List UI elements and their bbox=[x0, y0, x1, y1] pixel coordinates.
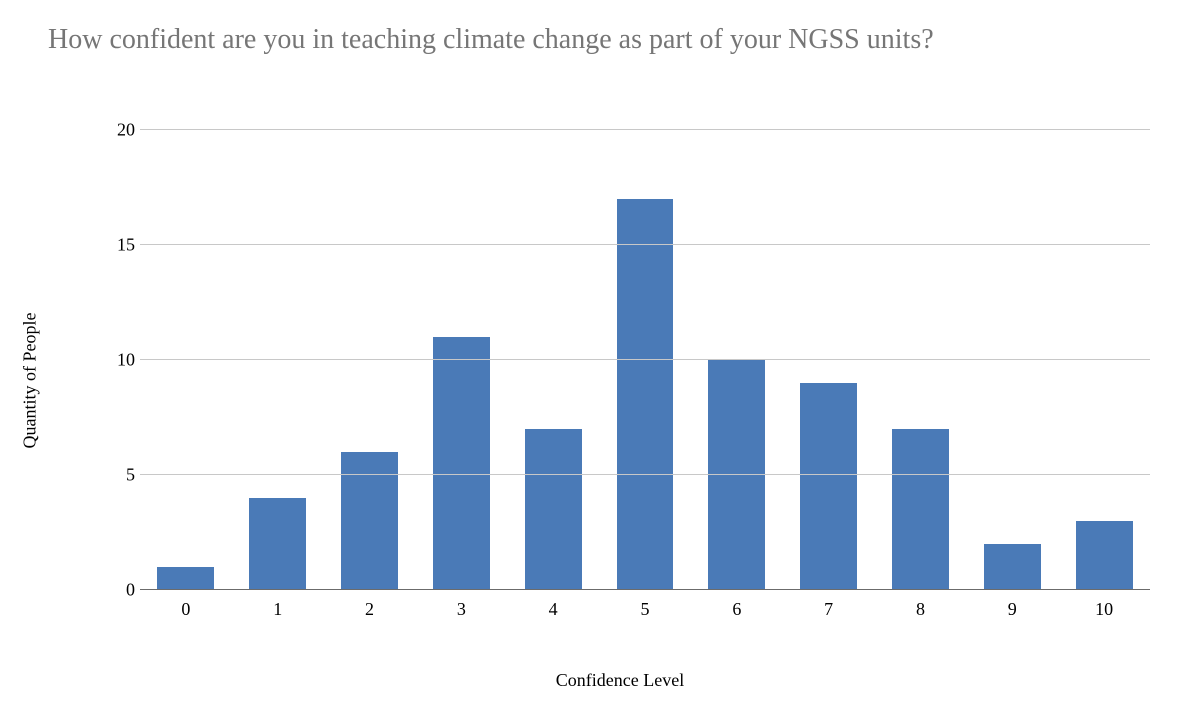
x-axis-baseline bbox=[140, 589, 1150, 590]
bars-group bbox=[140, 130, 1150, 590]
grid-line bbox=[140, 244, 1150, 245]
chart-title-text: How confident are you in teaching climat… bbox=[48, 24, 934, 55]
bar bbox=[249, 498, 306, 590]
bar bbox=[525, 429, 582, 590]
grid-line bbox=[140, 474, 1150, 475]
bar bbox=[341, 452, 398, 590]
bar bbox=[433, 337, 490, 590]
x-tick-label: 1 bbox=[273, 599, 282, 620]
x-tick-label: 9 bbox=[1008, 599, 1017, 620]
x-tick-label: 5 bbox=[641, 599, 650, 620]
bar bbox=[800, 383, 857, 590]
bar bbox=[984, 544, 1041, 590]
bar bbox=[157, 567, 214, 590]
x-tick-label: 2 bbox=[365, 599, 374, 620]
grid-line bbox=[140, 359, 1150, 360]
chart-title: How confident are you in teaching climat… bbox=[48, 22, 1152, 57]
x-tick-label: 8 bbox=[916, 599, 925, 620]
chart-container: How confident are you in teaching climat… bbox=[0, 0, 1200, 718]
x-axis-label-text: Confidence Level bbox=[556, 670, 684, 690]
y-tick-label: 0 bbox=[95, 580, 135, 601]
y-axis-label: Quantity of People bbox=[15, 130, 45, 630]
y-tick-label: 10 bbox=[95, 350, 135, 371]
bar bbox=[1076, 521, 1133, 590]
y-tick-label: 5 bbox=[95, 465, 135, 486]
x-axis-label: Confidence Level bbox=[80, 670, 1160, 691]
plot-area: 05101520012345678910 bbox=[140, 130, 1150, 590]
x-tick-label: 3 bbox=[457, 599, 466, 620]
bar bbox=[617, 199, 674, 590]
grid-line bbox=[140, 129, 1150, 130]
x-tick-label: 4 bbox=[549, 599, 558, 620]
y-axis-label-text: Quantity of People bbox=[20, 312, 41, 448]
x-tick-label: 6 bbox=[732, 599, 741, 620]
y-tick-label: 20 bbox=[95, 120, 135, 141]
plot-wrap: 05101520012345678910 bbox=[80, 130, 1160, 630]
y-tick-label: 15 bbox=[95, 235, 135, 256]
bar bbox=[708, 360, 765, 590]
x-tick-label: 10 bbox=[1095, 599, 1113, 620]
x-tick-label: 7 bbox=[824, 599, 833, 620]
bar bbox=[892, 429, 949, 590]
x-tick-label: 0 bbox=[181, 599, 190, 620]
